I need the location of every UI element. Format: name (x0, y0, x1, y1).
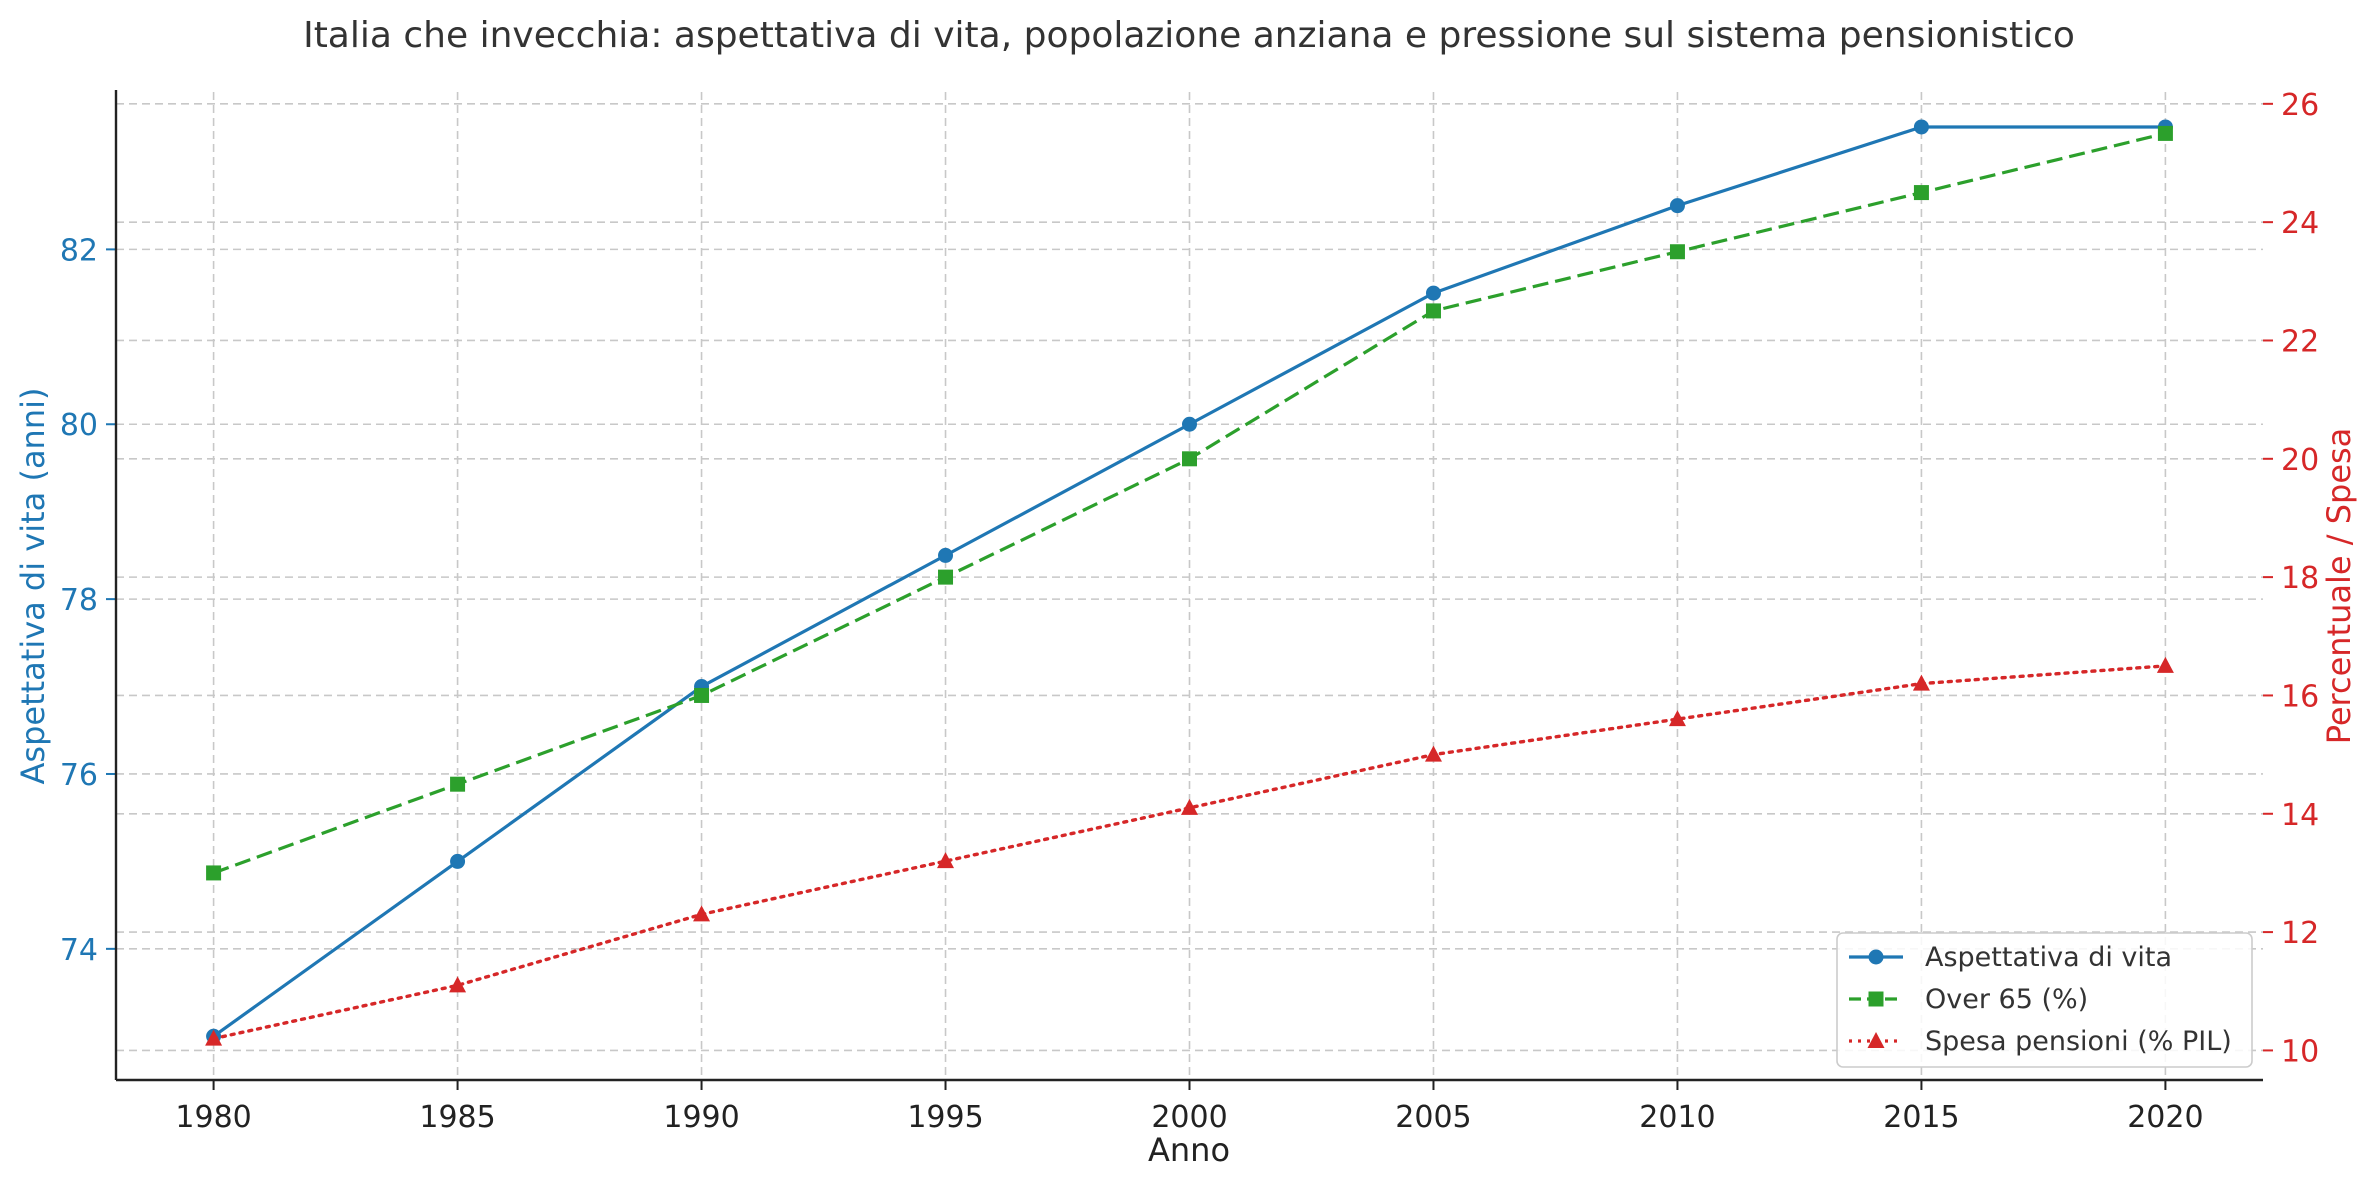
x-tick-label: 1985 (419, 1100, 495, 1135)
x-tick-label: 1990 (663, 1100, 739, 1135)
y-right-tick-label: 12 (2281, 916, 2319, 951)
series-2-point (2157, 125, 2173, 141)
series-2-point (450, 776, 466, 792)
series-3-point (693, 905, 711, 922)
y-axis-right-label: Percentuale / Spesa (2320, 428, 2358, 745)
x-tick-label: 2015 (1883, 1100, 1959, 1135)
x-tick-label: 1995 (907, 1100, 983, 1135)
series-2-point (694, 687, 710, 703)
y-left-tick-label: 74 (60, 933, 98, 968)
legend: Aspettativa di vita Over 65 (%) Spesa pens… (1836, 932, 2253, 1068)
x-tick-label: 2005 (1395, 1100, 1471, 1135)
series-2-point (938, 569, 954, 585)
grid-layer (116, 92, 2263, 1080)
legend-label: Spesa pensioni (% PIL) (1925, 1026, 2232, 1057)
y-left-tick-label: 82 (60, 233, 98, 268)
series-2-point (1425, 303, 1441, 319)
y-right-tick-label: 14 (2281, 798, 2319, 833)
y-right-tick-label: 20 (2281, 443, 2319, 478)
y-left-tick-label: 76 (60, 758, 98, 793)
x-tick-label: 2010 (1639, 1100, 1715, 1135)
series-1-point (1669, 198, 1685, 214)
legend-swatch-marker (1868, 991, 1884, 1007)
series-3-point (937, 852, 955, 869)
series-2-point (1669, 244, 1685, 260)
series-3-point (1668, 710, 1686, 727)
y-left-tick-label: 80 (60, 408, 98, 443)
legend-box (1836, 932, 2253, 1068)
x-tick-label: 2000 (1151, 1100, 1227, 1135)
series-1-point (450, 853, 466, 869)
chart-title: Italia che invecchia: aspettativa di vit… (303, 15, 2075, 56)
y-right-tick-label: 18 (2281, 561, 2319, 596)
series-3-point (2156, 656, 2174, 673)
y-right-tick-label: 26 (2281, 88, 2319, 123)
x-tick-label: 1980 (175, 1100, 251, 1135)
series-3-point (1181, 798, 1198, 815)
y-right-tick-label: 16 (2281, 679, 2319, 714)
x-tick-label: 2020 (2127, 1100, 2203, 1135)
series-2-point (1913, 185, 1929, 201)
series-1-point (1425, 285, 1441, 301)
series-1-point (1182, 416, 1197, 432)
y-right-tick-label: 10 (2281, 1034, 2319, 1069)
series-2-point (206, 865, 222, 881)
legend-swatch-marker (1867, 1032, 1885, 1048)
legend-label: Aspettativa di vita (1925, 942, 2172, 973)
series-3-point (205, 1029, 223, 1046)
series-3-point (449, 976, 467, 993)
y-axis-left-label: Aspettativa di vita (anni) (14, 388, 52, 785)
series-1-point (938, 547, 954, 563)
series-3-point (1912, 674, 1930, 691)
series-3-point (1424, 745, 1442, 762)
series-2-point (1182, 451, 1197, 467)
series-layer (205, 119, 2174, 1046)
y-right-tick-label: 22 (2281, 324, 2319, 359)
y-left-tick-label: 78 (60, 583, 98, 618)
legend-label: Over 65 (%) (1925, 984, 2088, 1015)
axes-layer: 1980 1985 1990 1995 2000 2005 2010 2015 20207476… (60, 88, 2319, 1135)
x-axis-label: Anno (1148, 1131, 1230, 1169)
legend-swatch-marker (1868, 949, 1884, 965)
series-1-point (1913, 119, 1929, 135)
y-right-tick-label: 24 (2281, 206, 2319, 241)
